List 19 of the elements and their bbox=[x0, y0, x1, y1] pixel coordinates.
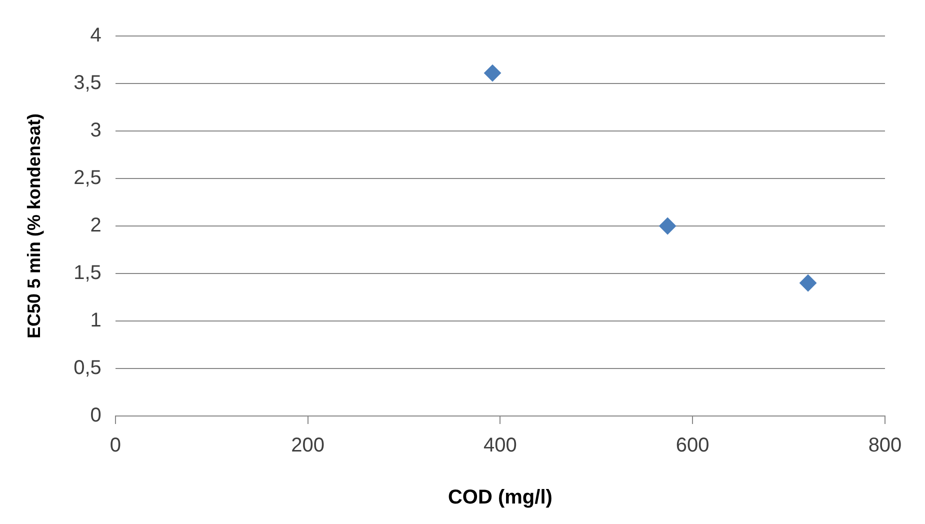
x-axis-title: COD (mg/l) bbox=[448, 486, 552, 509]
y-tick-label: 2 bbox=[90, 214, 102, 237]
y-tick-label: 4 bbox=[90, 24, 102, 47]
point bbox=[800, 274, 817, 292]
x-tick-label: 600 bbox=[676, 434, 710, 457]
y-tick-label: 2,5 bbox=[74, 167, 102, 190]
point bbox=[659, 218, 676, 234]
y-tick-label: 0 bbox=[90, 404, 102, 427]
x-tick-label: 800 bbox=[868, 434, 902, 457]
y-axis-title: EC50 5 min (% kondensat) bbox=[24, 113, 44, 339]
y-tick-label: 1 bbox=[90, 310, 102, 332]
point bbox=[484, 64, 502, 82]
x-tick-label: 200 bbox=[291, 434, 324, 457]
x-tick-label: 0 bbox=[110, 434, 121, 457]
y-tick-label: 3,5 bbox=[74, 72, 102, 94]
y-tick-label: 1,5 bbox=[74, 262, 102, 284]
y-tick-label: 3 bbox=[90, 120, 102, 142]
y-tick-label: 0,5 bbox=[74, 357, 102, 380]
x-tick-label: 400 bbox=[484, 434, 517, 457]
